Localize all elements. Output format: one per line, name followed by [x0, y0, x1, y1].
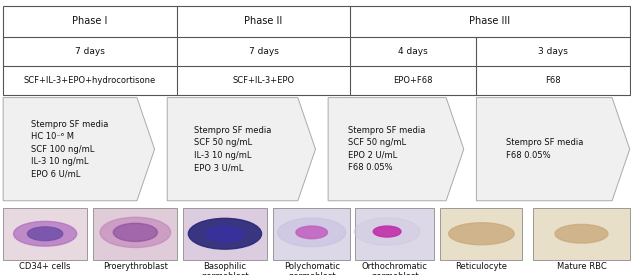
Text: 7 days: 7 days [249, 47, 278, 56]
Text: CD34+ cells: CD34+ cells [20, 262, 71, 271]
Text: Reticulocyte: Reticulocyte [456, 262, 507, 271]
Text: Phase I: Phase I [72, 16, 108, 26]
Bar [273, 208, 350, 260]
Bar [183, 208, 267, 260]
Bar [440, 208, 522, 260]
Ellipse shape [296, 226, 327, 239]
Text: Phase III: Phase III [469, 16, 510, 26]
Text: SCF+IL-3+EPO: SCF+IL-3+EPO [232, 76, 295, 85]
Polygon shape [3, 98, 155, 201]
Text: Mature RBC: Mature RBC [557, 262, 606, 271]
Ellipse shape [354, 218, 420, 245]
Ellipse shape [114, 223, 158, 241]
Text: 7 days: 7 days [75, 47, 105, 56]
Text: 3 days: 3 days [538, 47, 568, 56]
Ellipse shape [28, 227, 63, 241]
Text: Phase II: Phase II [244, 16, 283, 26]
Polygon shape [167, 98, 316, 201]
Ellipse shape [206, 226, 244, 241]
Text: Stempro SF media
HC 10⁻⁶ M
SCF 100 ng/mL
IL-3 10 ng/mL
EPO 6 U/mL: Stempro SF media HC 10⁻⁶ M SCF 100 ng/mL… [32, 120, 109, 179]
Text: EPO+F68: EPO+F68 [394, 76, 433, 85]
Text: Orthochromatic
normoblast: Orthochromatic normoblast [362, 262, 428, 275]
Bar [3, 6, 630, 95]
Text: Proerythroblast: Proerythroblast [103, 262, 168, 271]
Ellipse shape [555, 224, 608, 243]
Text: SCF+IL-3+EPO+hydrocortisone: SCF+IL-3+EPO+hydrocortisone [24, 76, 156, 85]
Ellipse shape [449, 223, 514, 245]
Ellipse shape [100, 217, 170, 248]
Bar [3, 208, 87, 260]
Text: F68: F68 [545, 76, 561, 85]
Text: Basophilic
normoblast: Basophilic normoblast [201, 262, 249, 275]
Ellipse shape [188, 218, 261, 249]
Text: Stempro SF media
SCF 50 ng/mL
EPO 2 U/mL
F68 0.05%: Stempro SF media SCF 50 ng/mL EPO 2 U/mL… [348, 126, 426, 172]
Ellipse shape [278, 218, 346, 247]
Ellipse shape [14, 221, 77, 246]
Text: 4 days: 4 days [398, 47, 428, 56]
Text: Polychomatic
normoblast: Polychomatic normoblast [284, 262, 339, 275]
Bar [93, 208, 177, 260]
Ellipse shape [374, 226, 401, 237]
Polygon shape [476, 98, 630, 201]
Bar [533, 208, 630, 260]
Bar [355, 208, 434, 260]
Polygon shape [328, 98, 464, 201]
Text: Stempro SF media
F68 0.05%: Stempro SF media F68 0.05% [505, 138, 583, 160]
Text: Stempro SF media
SCF 50 ng/mL
IL-3 10 ng/mL
EPO 3 U/mL: Stempro SF media SCF 50 ng/mL IL-3 10 ng… [194, 126, 271, 172]
